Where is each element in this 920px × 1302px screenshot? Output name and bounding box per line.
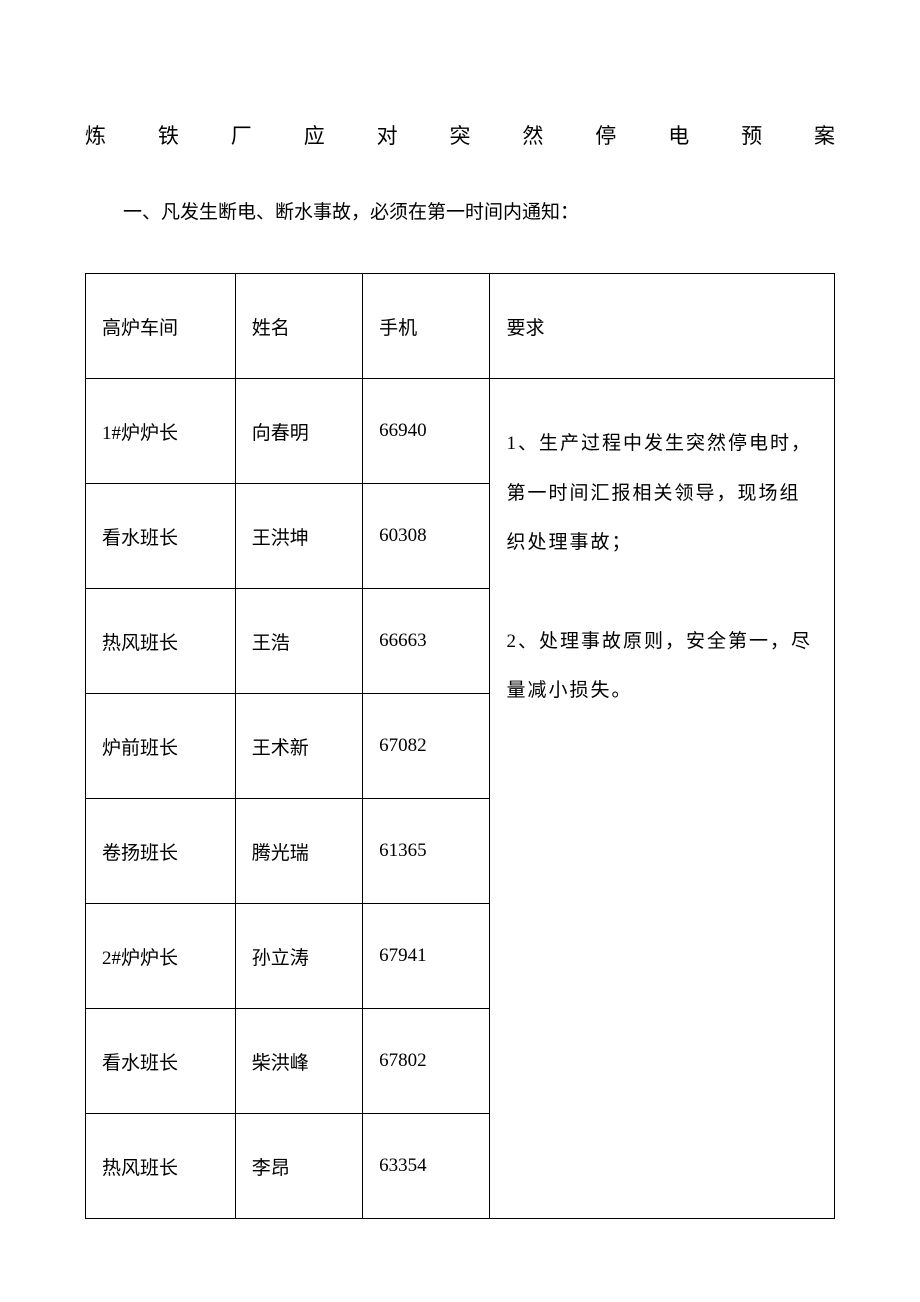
page-title: 炼铁厂应对突然停电预案 <box>85 120 835 150</box>
cell-phone: 66940 <box>363 379 490 484</box>
cell-dept: 看水班长 <box>86 1009 236 1114</box>
cell-phone: 66663 <box>363 589 490 694</box>
intro-text: 一、凡发生断电、断水事故，必须在第一时间内通知： <box>85 198 835 228</box>
contact-table: 高炉车间 姓名 手机 要求 1#炉炉长 向春明 66940 1、生产过程中发生突… <box>85 273 835 1219</box>
cell-phone: 67802 <box>363 1009 490 1114</box>
cell-dept: 2#炉炉长 <box>86 904 236 1009</box>
cell-phone: 63354 <box>363 1114 490 1219</box>
cell-name: 向春明 <box>235 379 362 484</box>
cell-requirement: 1、生产过程中发生突然停电时，第一时间汇报相关领导，现场组织处理事故； 2、处理… <box>490 379 835 1219</box>
cell-name: 王洪坤 <box>235 484 362 589</box>
cell-phone: 60308 <box>363 484 490 589</box>
cell-name: 王浩 <box>235 589 362 694</box>
header-phone: 手机 <box>363 274 490 379</box>
cell-phone: 67082 <box>363 694 490 799</box>
cell-phone: 61365 <box>363 799 490 904</box>
cell-dept: 热风班长 <box>86 589 236 694</box>
header-dept: 高炉车间 <box>86 274 236 379</box>
cell-name: 柴洪峰 <box>235 1009 362 1114</box>
cell-phone: 67941 <box>363 904 490 1009</box>
cell-dept: 热风班长 <box>86 1114 236 1219</box>
header-req: 要求 <box>490 274 835 379</box>
cell-name: 王术新 <box>235 694 362 799</box>
table-header-row: 高炉车间 姓名 手机 要求 <box>86 274 835 379</box>
cell-dept: 炉前班长 <box>86 694 236 799</box>
header-name: 姓名 <box>235 274 362 379</box>
cell-dept: 卷扬班长 <box>86 799 236 904</box>
cell-dept: 看水班长 <box>86 484 236 589</box>
table-row: 1#炉炉长 向春明 66940 1、生产过程中发生突然停电时，第一时间汇报相关领… <box>86 379 835 484</box>
cell-name: 孙立涛 <box>235 904 362 1009</box>
cell-dept: 1#炉炉长 <box>86 379 236 484</box>
cell-name: 腾光瑞 <box>235 799 362 904</box>
cell-name: 李昂 <box>235 1114 362 1219</box>
